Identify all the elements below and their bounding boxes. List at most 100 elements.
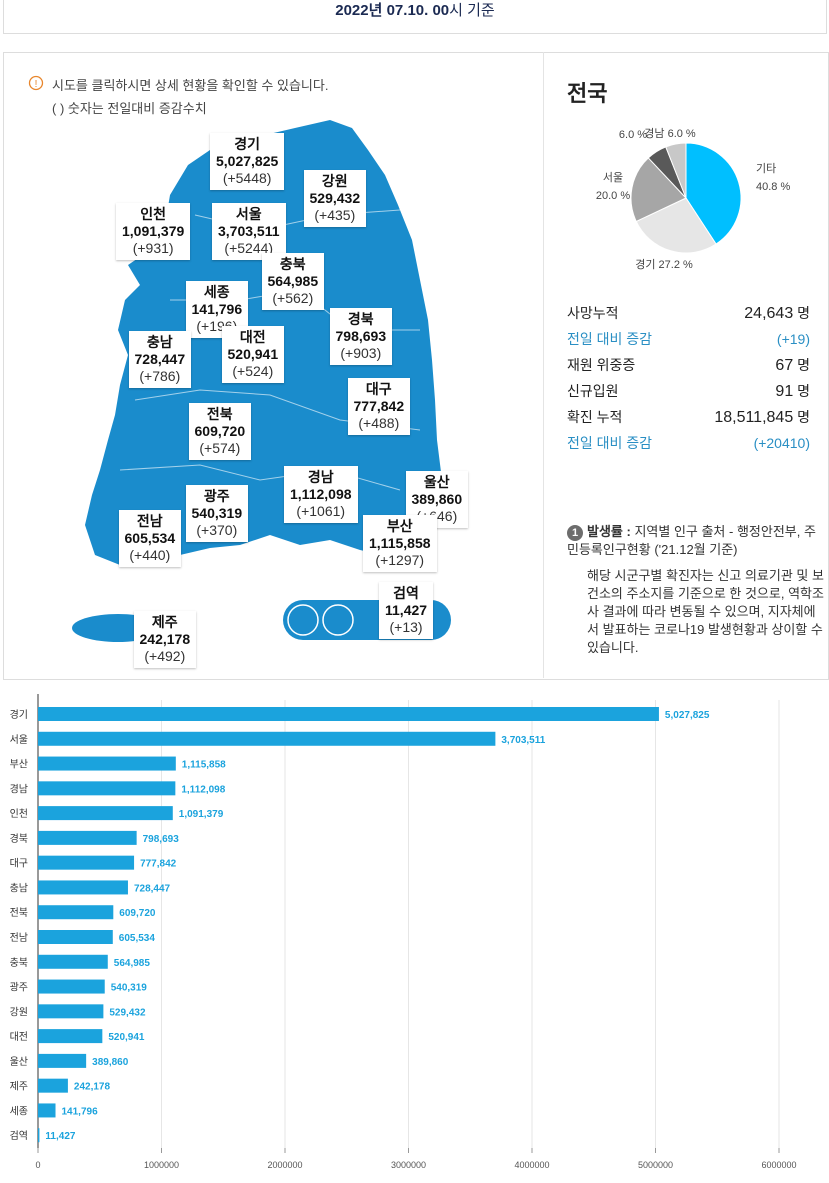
bar — [38, 979, 105, 994]
region-change: (+1297) — [375, 552, 425, 568]
region-change: (+1061) — [296, 503, 346, 519]
region-total: 1,115,858 — [369, 535, 431, 551]
note: 1 발생률 : 지역별 인구 출처 - 행정안전부, 주민등록인구현황 ('21.… — [567, 523, 827, 657]
region-change: (+488) — [358, 415, 400, 431]
port-icon — [322, 604, 354, 636]
region-total: 1,091,379 — [122, 223, 185, 239]
summary-row: 재원 위중증 67 명 — [567, 354, 810, 376]
region-name: 경남 — [307, 469, 334, 485]
summary-value: 67 — [775, 357, 794, 374]
y-tick-label: 제주 — [10, 1081, 28, 1093]
summary-value: (+20410) — [753, 435, 810, 451]
value-label: 1,091,379 — [179, 809, 224, 820]
value-label: 609,720 — [119, 908, 156, 919]
summary-right: (+20410) — [754, 432, 810, 454]
summary-row: 사망누적 24,643 명 — [567, 302, 810, 324]
region-total: 5,027,825 — [216, 153, 279, 169]
bar — [38, 781, 176, 796]
region-box[interactable]: 경남 1,112,098 (+1061) — [284, 466, 358, 523]
summary-unit: 명 — [797, 409, 810, 425]
summary-label: 확진 누적 — [567, 409, 623, 425]
region-change: (+524) — [232, 363, 274, 379]
bar — [38, 954, 108, 969]
region-box[interactable]: 충북 564,985 (+562) — [261, 253, 325, 310]
bar — [38, 1004, 104, 1019]
header-date: 2022년 07.10. 00 — [335, 2, 450, 19]
summary-right: (+19) — [777, 328, 810, 350]
value-label: 798,693 — [143, 834, 180, 845]
region-box[interactable]: 제주 242,178 (+492) — [133, 611, 197, 668]
region-name: 인천 — [140, 206, 167, 222]
region-name: 강원 — [321, 173, 348, 189]
summary-label: 사망누적 — [567, 305, 619, 321]
pie-value-label: 20.0 % — [596, 190, 630, 202]
y-tick-label: 세종 — [10, 1105, 28, 1117]
bar — [38, 880, 128, 895]
region-box[interactable]: 부산 1,115,858 (+1297) — [363, 515, 437, 572]
summary-right: 91 명 — [775, 380, 810, 403]
y-tick-label: 부산 — [10, 759, 28, 771]
region-name: 전남 — [136, 513, 163, 529]
divider — [543, 52, 544, 678]
region-total: 540,319 — [191, 505, 243, 521]
region-name: 경기 — [234, 136, 261, 152]
bar — [38, 1128, 40, 1143]
region-total: 520,941 — [227, 346, 279, 362]
x-tick-label: 1000000 — [144, 1160, 179, 1170]
region-box[interactable]: 강원 529,432 (+435) — [303, 170, 367, 227]
value-label: 520,941 — [108, 1032, 145, 1043]
pie-label: 서울 — [603, 171, 623, 184]
region-box[interactable]: 광주 540,319 (+370) — [185, 485, 249, 542]
region-name: 전북 — [206, 406, 233, 422]
region-name: 광주 — [203, 488, 230, 504]
region-name: 제주 — [151, 614, 178, 630]
bar — [38, 1078, 68, 1093]
region-box[interactable]: 전북 609,720 (+574) — [188, 403, 252, 460]
region-name: 경북 — [347, 311, 374, 327]
region-box[interactable]: 서울 3,703,511 (+5244) — [212, 203, 286, 260]
value-label: 389,860 — [92, 1057, 129, 1068]
y-tick-label: 전남 — [10, 932, 28, 944]
value-label: 141,796 — [62, 1106, 99, 1117]
region-change: (+370) — [196, 522, 238, 538]
y-tick-label: 경북 — [10, 832, 28, 845]
region-name: 검역 — [393, 585, 419, 601]
y-tick-label: 울산 — [10, 1056, 28, 1068]
bar — [38, 930, 113, 944]
y-tick-label: 충남 — [10, 882, 28, 894]
x-tick-label: 2000000 — [267, 1160, 302, 1170]
value-label: 564,985 — [114, 958, 151, 969]
summary-row: 확진 누적 18,511,845 명 — [567, 406, 810, 428]
region-box[interactable]: 인천 1,091,379 (+931) — [116, 203, 191, 260]
value-label: 11,427 — [45, 1131, 75, 1142]
region-change: (+903) — [340, 345, 382, 361]
summary-unit: 명 — [797, 305, 810, 321]
summary-right: 67 명 — [775, 354, 810, 377]
bar — [38, 905, 114, 920]
summary-right: 18,511,845 명 — [714, 406, 810, 429]
region-name: 세종 — [203, 284, 230, 300]
region-total: 242,178 — [139, 631, 191, 647]
region-total: 1,112,098 — [290, 486, 352, 502]
value-label: 1,115,858 — [182, 760, 226, 771]
summary-value: 91 — [775, 383, 794, 400]
y-tick-label: 충북 — [10, 957, 28, 969]
y-tick-label: 대구 — [10, 858, 28, 870]
region-box[interactable]: 대구 777,842 (+488) — [347, 378, 411, 435]
region-box[interactable]: 대전 520,941 (+524) — [221, 326, 285, 383]
region-box[interactable]: 충남 728,447 (+786) — [128, 331, 192, 388]
region-box[interactable]: 검역 11,427 (+13) — [379, 582, 434, 639]
region-box[interactable]: 경북 798,693 (+903) — [329, 308, 393, 365]
pie-label: 경남 6.0 % — [644, 127, 696, 140]
summary-row: 신규입원 91 명 — [567, 380, 810, 402]
y-tick-label: 전북 — [10, 907, 28, 919]
region-name: 대구 — [365, 381, 392, 397]
region-box[interactable]: 전남 605,534 (+440) — [118, 510, 182, 567]
pie-slice — [665, 142, 687, 199]
region-box[interactable]: 경기 5,027,825 (+5448) — [210, 133, 285, 190]
region-total: 389,860 — [411, 491, 463, 507]
region-change: (+574) — [199, 440, 241, 456]
